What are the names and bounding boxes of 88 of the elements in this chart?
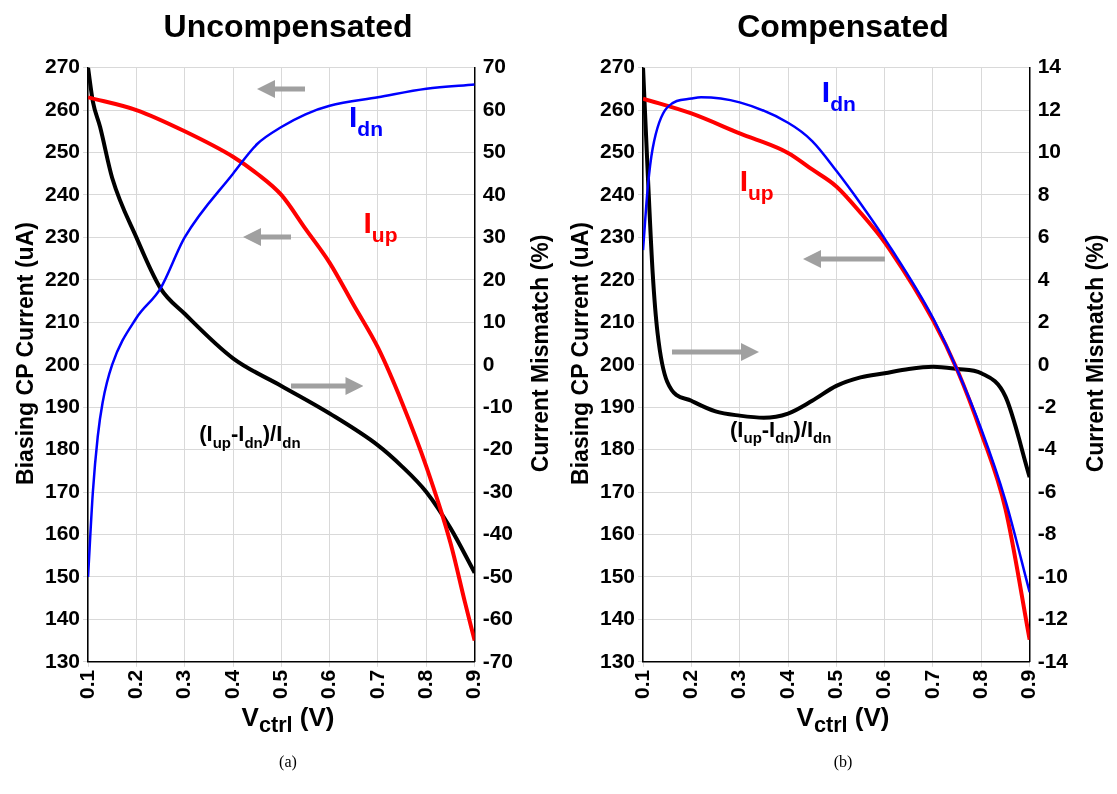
y-tick-label: 250 [44, 139, 81, 163]
y-tick-label: 260 [599, 96, 636, 120]
y2-tick-label: -60 [482, 606, 514, 630]
y2-tick-label: 60 [482, 96, 507, 120]
x-tick-label: 0.9 [461, 669, 485, 700]
y-tick-label: 220 [599, 266, 636, 290]
x-tick-label: 0.9 [1016, 669, 1040, 700]
y2-tick-label: 8 [1037, 181, 1050, 205]
x-tick-label: 0.7 [919, 669, 943, 700]
y-tick-label: 150 [44, 563, 81, 587]
y-tick-label: 210 [44, 309, 81, 333]
y2-tick-label: -12 [1037, 606, 1069, 630]
y2-tick-label: -50 [482, 563, 514, 587]
x-tick-label: 0.8 [413, 669, 437, 700]
x-axis-title: V$_{ctrl}$ (V) [795, 702, 891, 739]
y2-tick-label: 0 [1037, 351, 1050, 375]
y-tick-label: 270 [44, 54, 81, 78]
y2-tick-label: -10 [1037, 563, 1069, 587]
y2-tick-label: 4 [1037, 266, 1050, 290]
text: (a) [278, 753, 298, 771]
y-tick-label: 240 [599, 181, 636, 205]
chart-title: Compensated [736, 8, 950, 45]
y2-tick-label: -30 [482, 478, 514, 502]
y-tick-label: 170 [44, 478, 81, 502]
x-tick-label: 0.5 [268, 669, 292, 700]
y2-tick-label: 70 [482, 54, 507, 78]
y-tick-label: 260 [44, 96, 81, 120]
y2-tick-label: -20 [482, 436, 514, 460]
y2-tick-label: 2 [1037, 309, 1050, 333]
y-tick-label: 230 [44, 224, 81, 248]
x-tick-label: 0.2 [123, 669, 147, 700]
y2-tick-label: -8 [1037, 521, 1057, 545]
y-tick-label: 250 [599, 139, 636, 163]
y-tick-label: 190 [599, 393, 636, 417]
y2-tick-label: 50 [482, 139, 507, 163]
y-tick-label: 190 [44, 393, 81, 417]
x-tick-label: 0.4 [219, 669, 243, 700]
x-tick-label: 0.7 [364, 669, 388, 700]
y-tick-label: 160 [599, 521, 636, 545]
y-tick-label: 150 [599, 563, 636, 587]
y-tick-label: 200 [44, 351, 81, 375]
y-axis-title: Biasing CP Current (uA) [566, 221, 594, 485]
x-tick-label: 0.2 [678, 669, 702, 700]
y-tick-label: 140 [599, 606, 636, 630]
y2-tick-label: -10 [482, 393, 514, 417]
y-axis-title: Biasing CP Current (uA) [11, 221, 39, 485]
y-tick-label: 200 [599, 351, 636, 375]
y-tick-label: 140 [44, 606, 81, 630]
text: (b) [832, 753, 854, 771]
y-tick-label: 170 [599, 478, 636, 502]
y2-tick-label: -6 [1037, 478, 1057, 502]
x-tick-label: 0.3 [726, 669, 750, 700]
y2-axis-title: Current Mismatch (%) [527, 234, 555, 472]
x-tick-label: 0.1 [629, 669, 653, 700]
y2-tick-label: -40 [482, 521, 514, 545]
x-tick-label: 0.4 [774, 669, 798, 700]
chart-title: Uncompensated [162, 8, 414, 45]
y2-tick-label: -70 [482, 648, 514, 672]
x-tick-label: 0.6 [871, 669, 895, 700]
y2-tick-label: 10 [1037, 139, 1062, 163]
y2-tick-label: -14 [1037, 648, 1069, 672]
y2-tick-label: 10 [482, 309, 507, 333]
y-tick-label: 160 [44, 521, 81, 545]
y2-tick-label: 30 [482, 224, 507, 248]
y-tick-label: 180 [44, 436, 81, 460]
y2-tick-label: -2 [1037, 393, 1057, 417]
y2-tick-label: 12 [1037, 96, 1062, 120]
y2-tick-label: -4 [1037, 436, 1057, 460]
y2-tick-label: 14 [1037, 54, 1062, 78]
y2-tick-label: 40 [482, 181, 507, 205]
y-tick-label: 130 [44, 648, 81, 672]
y2-tick-label: 0 [482, 351, 495, 375]
y-tick-label: 270 [599, 54, 636, 78]
y2-axis-title: Current Mismatch (%) [1082, 234, 1110, 472]
x-tick-label: 0.1 [74, 669, 98, 700]
y-tick-label: 240 [44, 181, 81, 205]
x-tick-label: 0.5 [823, 669, 847, 700]
y-tick-label: 220 [44, 266, 81, 290]
x-axis-title: V$_{ctrl}$ (V) [240, 702, 336, 739]
x-tick-label: 0.3 [171, 669, 195, 700]
y2-tick-label: 6 [1037, 224, 1050, 248]
y2-tick-label: 20 [482, 266, 507, 290]
y-tick-label: 130 [599, 648, 636, 672]
y-tick-label: 210 [599, 309, 636, 333]
y-tick-label: 180 [599, 436, 636, 460]
y-tick-label: 230 [599, 224, 636, 248]
x-tick-label: 0.6 [316, 669, 340, 700]
x-tick-label: 0.8 [968, 669, 992, 700]
